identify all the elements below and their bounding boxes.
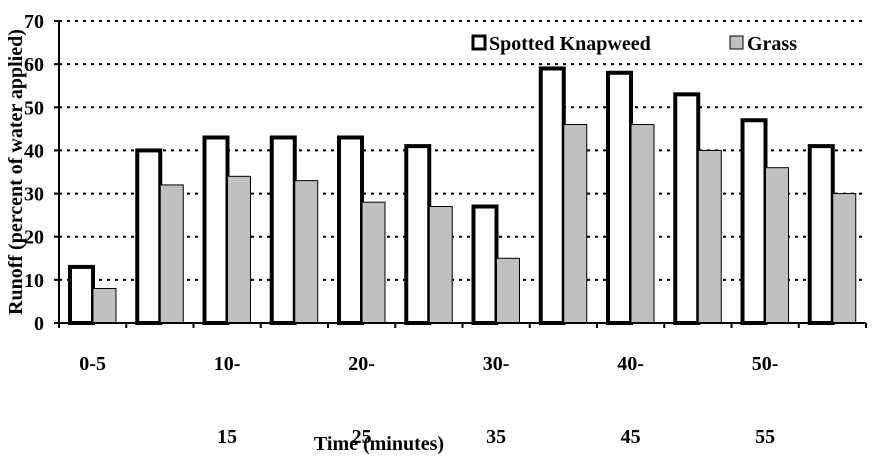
y-tick-label: 70	[24, 11, 44, 33]
bar-grass	[832, 193, 857, 324]
legend-label-grass: Grass	[747, 33, 797, 55]
bar-spotted-knapweed	[269, 135, 297, 325]
legend-swatch-spotted-knapweed	[471, 34, 487, 51]
x-tick-label-line2: 35	[486, 426, 506, 448]
y-tick-label: 0	[34, 313, 44, 335]
bar-spotted-knapweed	[538, 66, 566, 326]
y-tick-label: 20	[24, 227, 44, 249]
bar-grass	[428, 206, 453, 324]
bar-grass	[159, 184, 184, 324]
y-tick-label: 10	[24, 270, 44, 292]
bar-spotted-knapweed	[135, 148, 163, 325]
bar-spotted-knapweed	[471, 204, 499, 325]
legend-label-spotted-knapweed: Spotted Knapweed	[489, 33, 651, 55]
bar-spotted-knapweed	[404, 144, 432, 325]
bar-grass	[294, 180, 319, 324]
legend-swatch-grass	[729, 35, 744, 50]
bar-grass	[361, 201, 386, 324]
y-tick-labels: 0 10 20 30 40 50 60 70	[24, 11, 59, 335]
bar-spotted-knapweed	[202, 135, 230, 325]
bar-grass	[496, 257, 520, 324]
x-tick-label: 40-	[617, 353, 644, 375]
bar-grass	[765, 167, 789, 324]
y-tick-label: 40	[24, 140, 44, 162]
x-tick-labels: 0-5 10- 15 20- 25 30- 35 40- 45 50- 55	[79, 353, 778, 448]
x-tick-label: 50-	[752, 353, 779, 375]
x-tick-label-line2: 55	[755, 426, 775, 448]
x-tick-label: 20-	[348, 353, 375, 375]
bar-grass	[92, 287, 117, 324]
y-tick-label: 60	[24, 54, 44, 76]
bar-grass	[697, 149, 722, 324]
x-tick-label-line2: 15	[217, 426, 237, 448]
x-tick-label-line2: 25	[352, 426, 372, 448]
legend: Spotted Knapweed Grass	[471, 33, 797, 55]
bar-grass	[630, 124, 655, 324]
bar-spotted-knapweed	[68, 264, 95, 325]
bar-spotted-knapweed	[337, 135, 364, 325]
bar-spotted-knapweed	[807, 144, 835, 325]
bar-spotted-knapweed	[740, 118, 768, 325]
x-tick-label: 30-	[483, 353, 510, 375]
y-tick-label: 30	[24, 184, 44, 206]
axes	[58, 21, 867, 328]
x-tick-label-line2: 45	[621, 426, 641, 448]
bar-spotted-knapweed	[606, 70, 633, 326]
y-axis-title: Runoff (percent of water applied)	[5, 29, 27, 315]
bar-grass	[563, 124, 588, 324]
bar-spotted-knapweed	[673, 92, 701, 326]
y-tick-label: 50	[24, 97, 44, 119]
gridlines	[59, 20, 866, 281]
bar-grass	[227, 175, 251, 324]
x-tick-label: 10-	[214, 353, 241, 375]
x-axis-title: Time (minutes)	[314, 433, 444, 455]
x-tick-label: 0-5	[79, 353, 106, 375]
